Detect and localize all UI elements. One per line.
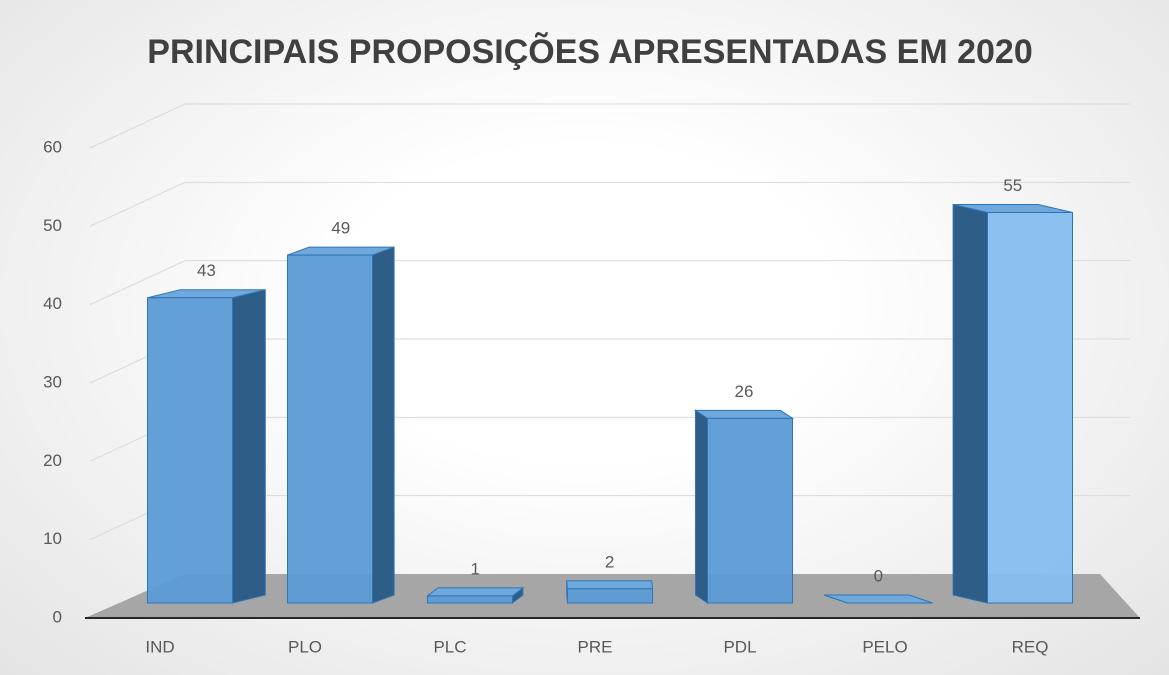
bar xyxy=(426,586,525,605)
bar xyxy=(952,203,1073,604)
bar-face xyxy=(372,246,395,604)
y-tick-label: 40 xyxy=(43,294,62,313)
bar-face xyxy=(287,254,373,604)
grid-line xyxy=(89,260,1130,306)
data-label: 2 xyxy=(605,552,614,571)
chart-title: PRINCIPAIS PROPOSIÇÕES APRESENTADAS EM 2… xyxy=(147,33,1033,71)
data-label: 55 xyxy=(1003,176,1022,195)
bar xyxy=(287,246,395,604)
bar-face xyxy=(695,409,708,604)
y-tick-label: 0 xyxy=(53,607,62,626)
bar-face xyxy=(427,595,513,604)
y-tick-label: 50 xyxy=(43,216,62,235)
bar-face xyxy=(707,417,793,604)
bar xyxy=(566,580,654,604)
data-label: 1 xyxy=(470,559,479,578)
bar-face xyxy=(987,212,1073,604)
data-label: 43 xyxy=(197,261,216,280)
data-label: 0 xyxy=(874,566,883,585)
grid-line xyxy=(89,103,1130,149)
bar-face xyxy=(567,588,653,604)
x-tick-label: PLO xyxy=(288,637,322,656)
x-tick-label: PRE xyxy=(578,637,613,656)
bar-face xyxy=(824,594,933,604)
bar-face xyxy=(232,289,266,604)
bar xyxy=(824,594,933,604)
data-label: 26 xyxy=(735,382,754,401)
bar-face xyxy=(147,297,233,604)
bar xyxy=(147,289,266,604)
grid-line xyxy=(89,181,1130,227)
data-label: 49 xyxy=(331,219,350,238)
x-tick-label: PLC xyxy=(433,637,466,656)
bar-face xyxy=(566,580,654,590)
x-tick-label: IND xyxy=(145,637,174,656)
x-tick-label: REQ xyxy=(1012,637,1049,656)
y-tick-label: 30 xyxy=(43,372,62,391)
y-tick-label: 20 xyxy=(43,451,62,470)
y-tick-label: 10 xyxy=(43,529,62,548)
x-tick-label: PDL xyxy=(723,637,756,656)
bar-face xyxy=(426,587,525,597)
x-tick-label: PELO xyxy=(862,637,907,656)
y-tick-label: 60 xyxy=(43,137,62,156)
bar-face xyxy=(693,409,795,419)
bar-face xyxy=(952,203,988,604)
bar xyxy=(693,409,795,604)
